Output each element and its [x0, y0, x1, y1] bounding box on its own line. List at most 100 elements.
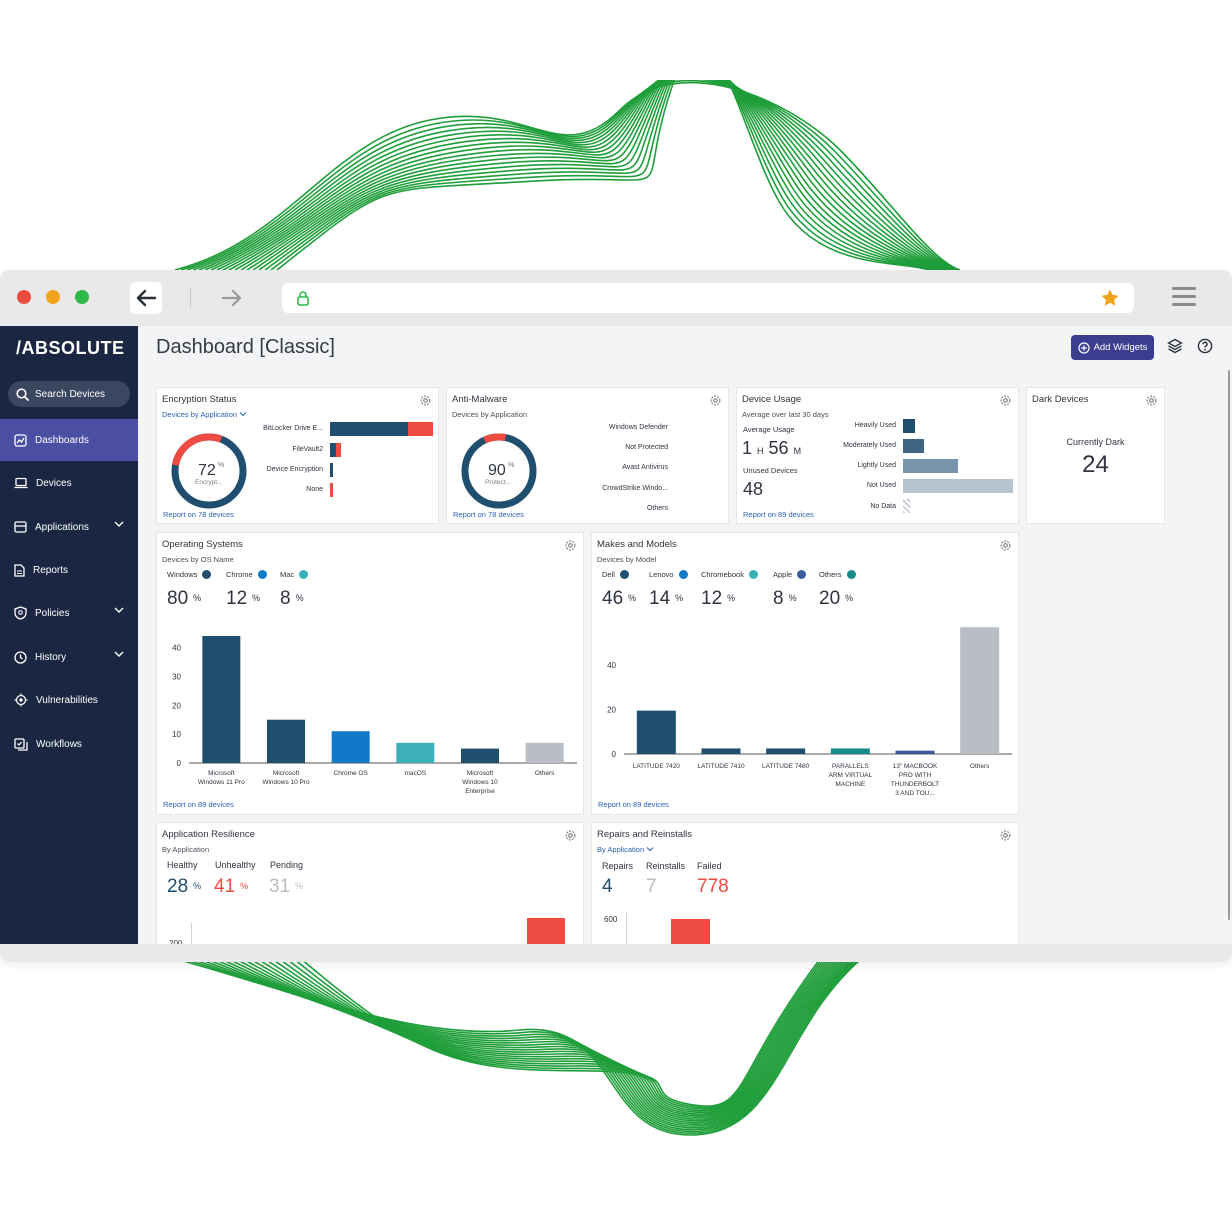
widget-subtitle: Average over last 30 days [742, 410, 829, 419]
add-widgets-button[interactable]: Add Widgets [1071, 335, 1154, 360]
chart-bar[interactable] [461, 748, 499, 763]
report-link[interactable]: Report on 78 devices [163, 510, 234, 519]
chevron-down-icon [239, 412, 247, 417]
sidebar-item-devices[interactable]: Devices [0, 462, 138, 504]
chart-bar[interactable] [396, 742, 435, 763]
percent-sign: % [193, 593, 202, 603]
y-tick-label: 20 [607, 706, 616, 715]
heavily-used-bar[interactable] [903, 419, 915, 433]
percent-sign: % [788, 593, 797, 603]
filevault-bar[interactable] [330, 443, 336, 457]
legend-item[interactable]: Chrome [226, 570, 267, 579]
os-bar-chart: 0 10 20 30 40 Microsoft Windows 11 Pro Microsof… [172, 636, 577, 795]
healthy-label: Healthy [167, 860, 198, 870]
chart-bar[interactable] [830, 748, 870, 754]
legend-item[interactable]: Lenovo [649, 570, 688, 579]
address-bar[interactable] [282, 283, 1134, 313]
chart-bar[interactable] [525, 742, 564, 763]
sidebar-item-vulnerabilities[interactable]: Vulnerabilities [0, 679, 138, 721]
scrollbar[interactable] [1228, 370, 1230, 920]
bar-label: No Data [870, 503, 896, 510]
moderately-used-bar[interactable] [903, 439, 924, 453]
no-data-bar[interactable] [903, 499, 910, 513]
settings-gear-icon[interactable] [999, 394, 1012, 407]
sidebar-item-label: Policies [35, 607, 70, 619]
bar-label: Lightly Used [857, 462, 896, 469]
report-link[interactable]: Report on 89 devices [743, 510, 814, 519]
legend-item[interactable]: Chromebook [701, 570, 758, 579]
back-button[interactable] [130, 282, 162, 314]
sidebar-item-workflows[interactable]: Workflows [0, 723, 138, 765]
failed-bar[interactable] [671, 919, 710, 944]
absolute-logo[interactable]: /ABSOLUTE [16, 338, 125, 358]
dashboard-main: Dashboard [Classic] Add Widgets Encrypti… [138, 326, 1232, 944]
legend-label: Chromebook [701, 570, 744, 579]
forward-button[interactable] [216, 282, 248, 314]
report-link[interactable]: Report on 89 devices [163, 800, 234, 809]
category-label: Others [970, 763, 990, 770]
wave-line [210, 80, 950, 271]
search-devices-button[interactable]: Search Devices [8, 381, 130, 407]
widget-title: Encryption Status [162, 394, 237, 405]
filevault-bar-unencrypted[interactable] [336, 443, 341, 457]
device-encryption-bar[interactable] [330, 463, 333, 477]
bitlocker-bar-unencrypted[interactable] [408, 422, 433, 436]
none-bar[interactable] [330, 483, 333, 497]
unhealthy-bar[interactable] [527, 918, 565, 944]
chart-bar[interactable] [331, 731, 370, 763]
value: 28 [167, 876, 189, 897]
sidebar-item-reports[interactable]: Reports [0, 549, 138, 591]
minimize-window-dot[interactable] [46, 290, 60, 304]
lightly-used-bar[interactable] [903, 459, 958, 473]
maximize-window-dot[interactable] [75, 290, 89, 304]
chart-bar[interactable] [701, 748, 741, 754]
close-window-dot[interactable] [17, 290, 31, 304]
wave-line [270, 80, 932, 271]
settings-gear-icon[interactable] [999, 539, 1012, 552]
settings-gear-icon[interactable] [999, 829, 1012, 842]
anti-malware-donut [461, 433, 537, 509]
value: 31 [269, 876, 291, 897]
chart-bar[interactable] [267, 719, 305, 763]
sidebar-item-history[interactable]: History [0, 636, 138, 678]
widget-subtitle: Devices by OS Name [162, 555, 234, 564]
application-dropdown[interactable]: Devices by Application [162, 410, 247, 419]
legend-dot [846, 570, 856, 579]
layers-icon[interactable] [1167, 338, 1183, 354]
currently-dark-value[interactable]: 24 [1082, 451, 1109, 478]
sidebar-item-dashboards[interactable]: Dashboards [0, 419, 138, 461]
legend-item[interactable]: Dell [602, 570, 629, 579]
settings-gear-icon[interactable] [1145, 394, 1158, 407]
legend-dot [202, 570, 212, 579]
legend-item[interactable]: Windows [167, 570, 212, 579]
legend-item[interactable]: Apple [773, 570, 807, 579]
chart-bar[interactable] [202, 636, 241, 763]
chart-bar[interactable] [766, 748, 806, 754]
share-value: 8% [773, 588, 797, 609]
settings-gear-icon[interactable] [564, 539, 577, 552]
help-icon[interactable] [1197, 338, 1213, 354]
settings-gear-icon[interactable] [564, 829, 577, 842]
sidebar-item-label: Devices [36, 477, 72, 489]
sidebar-item-policies[interactable]: Policies [0, 592, 138, 634]
settings-gear-icon[interactable] [709, 394, 722, 407]
chart-bar[interactable] [960, 627, 1000, 754]
chart-bar[interactable] [895, 750, 935, 754]
application-dropdown[interactable]: By Application [597, 845, 654, 854]
bitlocker-bar[interactable] [330, 422, 408, 436]
report-link[interactable]: Report on 89 devices [598, 800, 669, 809]
wave-line [273, 960, 830, 1114]
sidebar-item-applications[interactable]: Applications [0, 506, 138, 548]
not-used-bar[interactable] [903, 479, 1013, 493]
legend-item[interactable]: Mac [280, 570, 309, 579]
settings-gear-icon[interactable] [419, 394, 432, 407]
percent-sign: % [295, 593, 304, 603]
unused-devices-value: 48 [743, 479, 764, 499]
category-label: Chrome OS [334, 770, 369, 777]
bookmark-star-icon[interactable] [1100, 288, 1120, 308]
hamburger-menu-icon[interactable] [1172, 287, 1196, 309]
chart-bar[interactable] [636, 710, 676, 754]
legend-item[interactable]: Others [819, 570, 856, 579]
dropdown-label: Devices by Application [162, 410, 238, 419]
report-link[interactable]: Report on 78 devices [453, 510, 524, 519]
